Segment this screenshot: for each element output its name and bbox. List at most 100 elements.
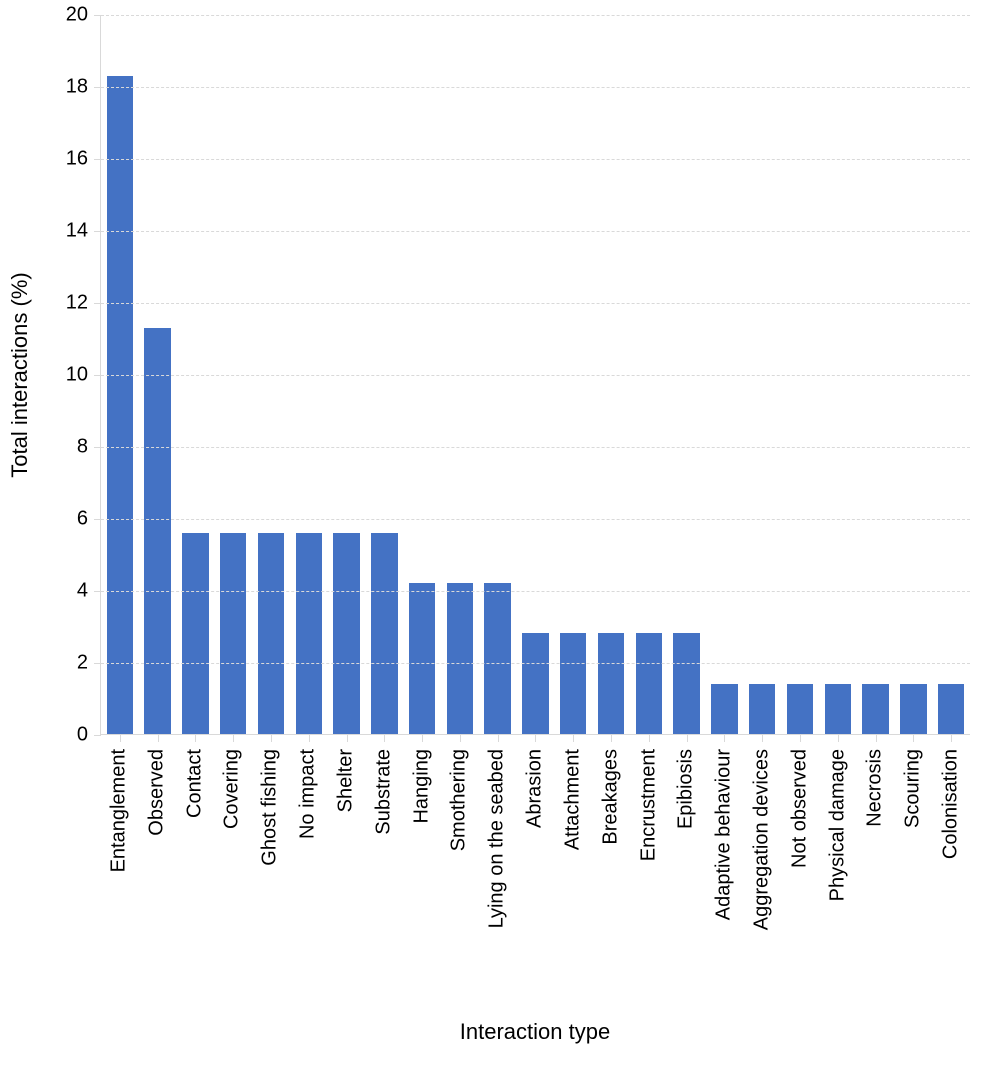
bar: [409, 583, 435, 734]
x-tick: [535, 735, 536, 742]
x-label-slot: Substrate: [365, 749, 403, 750]
x-label-slot: Contact: [176, 749, 214, 750]
y-tick-label: 8: [77, 436, 88, 459]
bar: [825, 684, 851, 734]
x-labels-container: EntanglementObservedContactCoveringGhost…: [100, 749, 970, 750]
gridline: [101, 87, 970, 88]
bar: [144, 328, 170, 734]
x-tick-label: Ghost fishing: [259, 749, 282, 866]
x-label-slot: Colonisation: [932, 749, 970, 750]
x-tick-label: Colonisation: [940, 749, 963, 859]
gridline: [101, 303, 970, 304]
x-tick-label: Hanging: [410, 749, 433, 824]
bar: [560, 633, 586, 734]
gridline: [101, 15, 970, 16]
x-tick-label: Smothering: [448, 749, 471, 851]
bar: [333, 533, 359, 734]
x-label-slot: Breakages: [592, 749, 630, 750]
x-tick: [573, 735, 574, 742]
y-axis-title: Total interactions (%): [7, 272, 33, 477]
x-label-slot: Scouring: [894, 749, 932, 750]
x-tick-label: Physical damage: [826, 749, 849, 901]
bar: [749, 684, 775, 734]
x-tick: [838, 735, 839, 742]
x-tick-label: Adaptive behaviour: [713, 749, 736, 920]
x-tick: [951, 735, 952, 742]
y-tick-label: 0: [77, 724, 88, 747]
x-label-slot: Smothering: [440, 749, 478, 750]
x-tick-label: Abrasion: [524, 749, 547, 828]
y-tick-label: 4: [77, 580, 88, 603]
x-tick: [309, 735, 310, 742]
y-tick-label: 16: [66, 148, 88, 171]
y-tick: [94, 87, 101, 88]
bar: [522, 633, 548, 734]
x-tick: [724, 735, 725, 742]
x-label-slot: Necrosis: [857, 749, 895, 750]
x-label-slot: Not observed: [781, 749, 819, 750]
gridline: [101, 663, 970, 664]
y-tick: [94, 519, 101, 520]
x-tick: [800, 735, 801, 742]
gridline: [101, 519, 970, 520]
y-tick: [94, 15, 101, 16]
bar: [900, 684, 926, 734]
x-tick: [876, 735, 877, 742]
x-tick: [460, 735, 461, 742]
x-label-slot: Physical damage: [819, 749, 857, 750]
x-tick: [195, 735, 196, 742]
x-tick: [347, 735, 348, 742]
x-tick: [384, 735, 385, 742]
y-tick: [94, 303, 101, 304]
gridline: [101, 591, 970, 592]
x-tick-label: Breakages: [599, 749, 622, 845]
bar: [484, 583, 510, 734]
bar: [598, 633, 624, 734]
x-tick-label: Attachment: [561, 749, 584, 850]
x-label-slot: No impact: [289, 749, 327, 750]
bar: [938, 684, 964, 734]
gridline: [101, 231, 970, 232]
y-tick: [94, 735, 101, 736]
x-tick: [762, 735, 763, 742]
bar: [711, 684, 737, 734]
x-tick-label: Aggregation devices: [750, 749, 773, 930]
x-tick-label: Observed: [145, 749, 168, 836]
x-label-slot: Shelter: [327, 749, 365, 750]
x-tick-label: Lying on the seabed: [486, 749, 509, 928]
y-tick-label: 14: [66, 220, 88, 243]
x-tick: [649, 735, 650, 742]
gridline: [101, 375, 970, 376]
interactions-bar-chart: Total interactions (%) EntanglementObser…: [0, 0, 996, 1072]
y-tick-label: 2: [77, 652, 88, 675]
x-label-slot: Covering: [213, 749, 251, 750]
x-tick: [611, 735, 612, 742]
x-tick-label: Encrustment: [637, 749, 660, 861]
bar: [182, 533, 208, 734]
bar: [447, 583, 473, 734]
y-tick-label: 12: [66, 292, 88, 315]
gridline: [101, 447, 970, 448]
x-label-slot: Lying on the seabed: [478, 749, 516, 750]
bar: [787, 684, 813, 734]
x-label-slot: Adaptive behaviour: [705, 749, 743, 750]
x-tick: [913, 735, 914, 742]
y-tick: [94, 159, 101, 160]
y-tick-label: 20: [66, 4, 88, 27]
x-label-slot: Hanging: [403, 749, 441, 750]
x-label-slot: Ghost fishing: [251, 749, 289, 750]
x-label-slot: Encrustment: [630, 749, 668, 750]
bar: [296, 533, 322, 734]
bar: [673, 633, 699, 734]
x-tick: [687, 735, 688, 742]
x-tick-label: Shelter: [334, 749, 357, 812]
x-tick-label: Covering: [221, 749, 244, 829]
x-label-slot: Abrasion: [516, 749, 554, 750]
x-tick: [120, 735, 121, 742]
bar: [107, 76, 133, 734]
x-label-slot: Entanglement: [100, 749, 138, 750]
y-tick: [94, 231, 101, 232]
y-tick: [94, 663, 101, 664]
y-tick: [94, 447, 101, 448]
y-tick: [94, 591, 101, 592]
